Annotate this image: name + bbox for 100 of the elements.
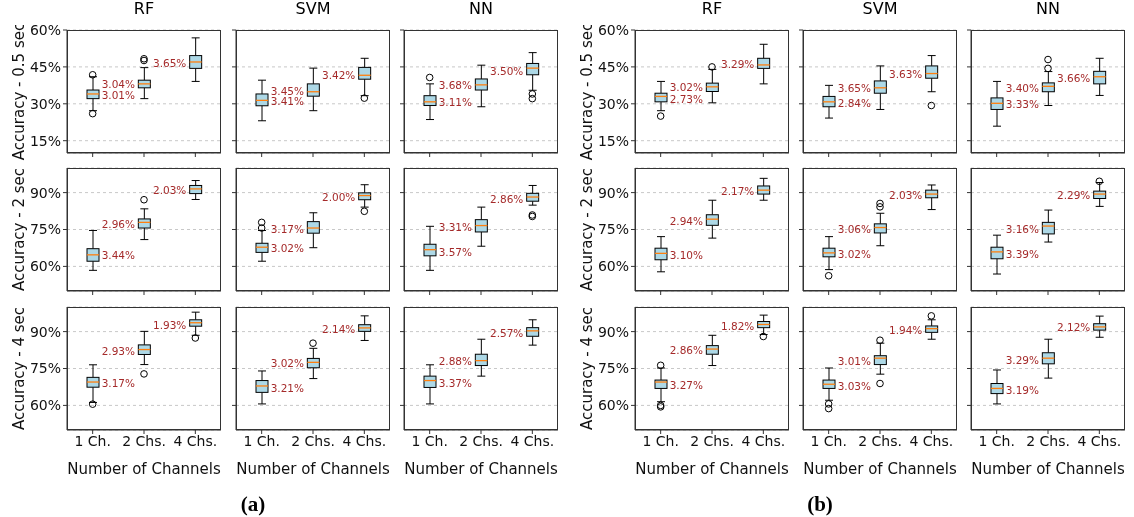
- annotation: 3.42%: [321, 68, 356, 81]
- y-axis-title: Accuracy - 2 sec: [578, 167, 597, 292]
- annotation: 3.03%: [837, 379, 872, 392]
- annotation: 3.10%: [669, 248, 704, 261]
- y-tick-label: 30%: [29, 95, 61, 112]
- y-tick-label: 60%: [29, 258, 61, 275]
- y-tick-label: 90%: [29, 323, 61, 340]
- annotation: 2.29%: [1056, 189, 1091, 202]
- annotation: 3.50%: [489, 64, 524, 77]
- annotation: 2.73%: [669, 92, 704, 105]
- x-tick-label: 1 Ch.: [978, 432, 1015, 449]
- y-tick-label: 15%: [597, 132, 629, 149]
- chart-title: RF: [700, 0, 724, 18]
- annotation: 3.02%: [270, 357, 305, 370]
- annotation: 3.17%: [270, 223, 305, 236]
- x-tick-label: 1 Ch.: [243, 432, 280, 449]
- annotation: 2.12%: [1056, 321, 1091, 334]
- annotation: 2.14%: [321, 323, 356, 336]
- annotation: 3.02%: [669, 80, 704, 93]
- y-tick-label: 75%: [29, 221, 61, 238]
- annotation: 3.29%: [720, 58, 755, 71]
- annotation: 3.21%: [270, 382, 305, 395]
- x-axis-title: Number of Channels: [971, 460, 1125, 478]
- annotation: 3.11%: [438, 95, 473, 108]
- annotation: 3.68%: [438, 78, 473, 91]
- x-tick-label: 2 Chs.: [690, 432, 734, 449]
- annotation: 3.39%: [1005, 247, 1040, 260]
- annotation: 3.57%: [438, 245, 473, 258]
- y-tick-label: 90%: [597, 184, 629, 201]
- annotation: 3.16%: [1005, 222, 1040, 235]
- y-axis-title: Accuracy - 4 sec: [10, 306, 29, 431]
- annotation: 3.27%: [669, 378, 704, 391]
- x-axis-title: Number of Channels: [236, 460, 390, 478]
- x-tick-label: 2 Chs.: [459, 432, 503, 449]
- annotation: 2.17%: [720, 184, 755, 197]
- annotation: 3.45%: [270, 85, 305, 98]
- y-tick-label: 60%: [597, 397, 629, 414]
- annotation: 3.40%: [1005, 82, 1040, 95]
- x-tick-label: 4 Chs.: [741, 432, 786, 449]
- text: (b): [806, 492, 834, 517]
- y-axis-title: Accuracy - 2 sec: [10, 167, 29, 292]
- x-tick-label: 1 Ch.: [642, 432, 679, 449]
- annotation: 2.93%: [101, 344, 136, 357]
- annotation: 2.86%: [489, 193, 524, 205]
- annotation: 3.19%: [1005, 383, 1040, 396]
- y-axis-title: Accuracy - 4 sec: [578, 306, 597, 431]
- annotation: 3.29%: [1005, 353, 1040, 366]
- x-tick-label: 4 Chs.: [1077, 432, 1122, 449]
- x-tick-label: 1 Ch.: [74, 432, 111, 449]
- annotation: 3.44%: [101, 249, 136, 262]
- annotation: 2.96%: [101, 218, 136, 231]
- chart-title: NN: [468, 0, 494, 18]
- annotation: 3.17%: [101, 376, 136, 389]
- y-tick-label: 60%: [29, 21, 61, 38]
- annotation: 2.03%: [152, 184, 187, 197]
- y-tick-label: 60%: [29, 397, 61, 414]
- annotation: 3.65%: [837, 82, 872, 95]
- x-tick-label: 2 Chs.: [122, 432, 166, 449]
- annotation: 3.02%: [270, 241, 305, 254]
- annotation: 3.31%: [438, 221, 473, 234]
- y-tick-label: 75%: [597, 360, 629, 377]
- x-tick-label: 4 Chs.: [510, 432, 555, 449]
- x-tick-label: 1 Ch.: [411, 432, 448, 449]
- annotation: 3.63%: [888, 67, 923, 80]
- annotation: 3.41%: [270, 95, 305, 108]
- y-tick-label: 75%: [597, 221, 629, 238]
- annotation: 3.01%: [101, 89, 136, 102]
- annotation: 2.86%: [669, 344, 704, 357]
- y-tick-label: 90%: [29, 184, 61, 201]
- y-tick-label: 90%: [597, 323, 629, 340]
- y-tick-label: 45%: [29, 58, 61, 75]
- x-tick-label: 2 Chs.: [858, 432, 902, 449]
- annotation: 2.94%: [669, 214, 704, 227]
- annotation: 3.04%: [101, 78, 136, 91]
- chart-title: SVM: [861, 0, 899, 18]
- annotation: 2.84%: [837, 97, 872, 110]
- chart-title: NN: [1035, 0, 1061, 18]
- annotation: 1.94%: [888, 324, 923, 337]
- annotation: 3.06%: [837, 222, 872, 235]
- x-tick-label: 2 Chs.: [1026, 432, 1070, 449]
- x-tick-label: 1 Ch.: [810, 432, 847, 449]
- y-tick-label: 60%: [597, 258, 629, 275]
- x-tick-label: 2 Chs.: [291, 432, 335, 449]
- y-tick-label: 15%: [29, 132, 61, 149]
- annotation: 1.82%: [720, 319, 755, 332]
- annotation: 3.33%: [1005, 98, 1040, 111]
- y-tick-label: 75%: [29, 360, 61, 377]
- annotation: 3.37%: [438, 376, 473, 389]
- y-tick-label: 30%: [597, 95, 629, 112]
- annotation: 3.66%: [1056, 72, 1091, 85]
- chart-title: SVM: [294, 0, 332, 18]
- annotation: 1.93%: [152, 318, 187, 331]
- x-tick-label: 4 Chs.: [342, 432, 387, 449]
- annotation: 3.65%: [152, 56, 187, 69]
- x-axis-title: Number of Channels: [635, 460, 789, 478]
- x-tick-label: 4 Chs.: [173, 432, 218, 449]
- chart-title: RF: [132, 0, 156, 18]
- x-axis-title: Number of Channels: [404, 460, 558, 478]
- x-axis-title: Number of Channels: [67, 460, 221, 478]
- annotation: 2.03%: [888, 189, 923, 202]
